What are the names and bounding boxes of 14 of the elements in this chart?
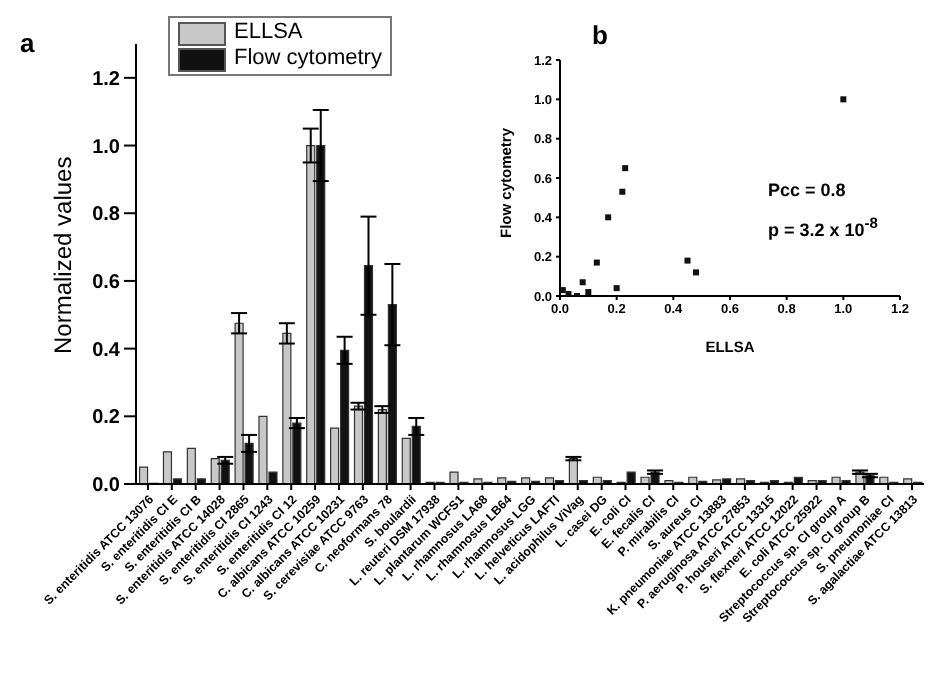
annotation: p = 3.2 x 10$^{-8}$	[768, 214, 878, 240]
annotation: Pcc = 0.8	[768, 180, 846, 200]
y-tick-label: 0.6	[92, 272, 121, 295]
y-tick-label: 1.0	[92, 136, 121, 159]
y-axis-title: Normalized values	[48, 156, 77, 354]
y-tick-label: 0.8	[92, 204, 121, 227]
legend-label: ELLSA	[234, 20, 303, 46]
y-tick-label: 1.2	[92, 68, 121, 91]
y-tick-label: 0.4	[92, 339, 121, 362]
legend-label: Flow cytometry	[234, 46, 382, 72]
y-tick-label: 0.0	[92, 475, 121, 498]
chart-title: a	[20, 28, 35, 58]
y-tick-label: 0.2	[92, 407, 121, 430]
chart-title: b	[592, 20, 608, 50]
